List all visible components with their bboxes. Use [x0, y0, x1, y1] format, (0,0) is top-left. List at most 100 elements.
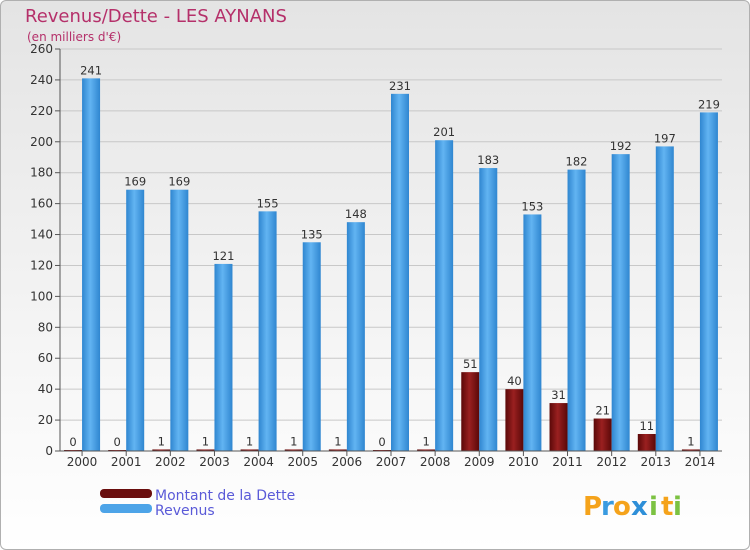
revenus-bar [699, 112, 718, 452]
y-tick-label: 40 [38, 382, 53, 396]
dette-value-label: 0 [114, 435, 121, 449]
dette-value-label: 0 [69, 435, 76, 449]
dette-bar [549, 403, 568, 451]
revenus-value-label: 197 [654, 131, 676, 145]
dette-value-label: 1 [158, 434, 165, 448]
x-tick-label: 2001 [111, 455, 142, 469]
dette-bar [284, 449, 303, 451]
dette-value-label: 1 [202, 434, 209, 448]
x-tick-label: 2011 [552, 455, 583, 469]
dette-value-label: 1 [334, 434, 341, 448]
chart-title: Revenus/Dette - LES AYNANS [25, 6, 287, 27]
dette-value-label: 40 [507, 374, 522, 388]
dette-bar [240, 449, 259, 451]
dette-value-label: 1 [687, 434, 694, 448]
revenus-value-label: 192 [610, 139, 632, 153]
revenus-value-label: 201 [433, 125, 455, 139]
y-axis: 0 20 40 60 80 100 120 140 160 180 200 220 240 260 [30, 42, 61, 458]
y-tick-label: 240 [30, 73, 53, 87]
revenus-value-label: 231 [389, 79, 411, 93]
revenus-bar [479, 168, 498, 452]
dette-value-label: 21 [595, 404, 610, 418]
logo-letter: P [583, 492, 602, 522]
revenus-bar [611, 154, 630, 451]
legend-label: Revenus [155, 503, 215, 519]
revenus-bar [258, 211, 277, 451]
x-tick-label: 2005 [287, 455, 318, 469]
logo-letter: i [673, 492, 682, 522]
revenus-value-label: 183 [477, 153, 499, 167]
x-tick-label: 2009 [464, 455, 495, 469]
revenus-bar [346, 222, 365, 451]
revenus-bar [126, 189, 145, 451]
y-tick-label: 140 [30, 228, 53, 242]
chart-subtitle: (en milliers d'€) [27, 30, 121, 44]
dette-bar [328, 449, 347, 451]
dette-bar [637, 433, 656, 451]
legend-swatch [100, 489, 152, 498]
dette-value-label: 1 [422, 434, 429, 448]
x-tick-label: 2000 [67, 455, 98, 469]
y-tick-label: 20 [38, 413, 53, 427]
proxiti-logo: Pr o x i t i [583, 492, 682, 522]
y-tick-label: 160 [30, 197, 53, 211]
dette-bar [417, 449, 436, 451]
x-tick-label: 2003 [199, 455, 230, 469]
revenus-value-label: 169 [168, 175, 190, 189]
revenus-bar [523, 214, 542, 451]
revenus-bar [655, 146, 674, 451]
x-tick-label: 2002 [155, 455, 186, 469]
dette-bar [593, 418, 612, 451]
y-tick-label: 0 [45, 444, 53, 458]
y-tick-label: 220 [30, 104, 53, 118]
revenus-value-label: 153 [521, 199, 543, 213]
revenus-value-label: 182 [566, 155, 588, 169]
logo-letter: i [649, 492, 658, 522]
dette-value-label: 31 [551, 388, 566, 402]
dette-bar [152, 449, 171, 451]
revenus-bar [170, 189, 189, 451]
x-tick-label: 2013 [641, 455, 672, 469]
y-tick-label: 200 [30, 135, 53, 149]
dette-value-label: 0 [378, 435, 385, 449]
revenus-bar [82, 78, 101, 451]
dette-bar [505, 389, 524, 451]
x-tick-label: 2004 [243, 455, 274, 469]
revenus-bar [567, 169, 586, 451]
logo-letter: t [661, 492, 673, 522]
x-tick-label: 2010 [508, 455, 539, 469]
revenus-value-label: 169 [124, 175, 146, 189]
y-tick-label: 100 [30, 289, 53, 303]
y-tick-label: 260 [30, 42, 53, 56]
y-tick-label: 60 [38, 351, 53, 365]
legend-swatch [100, 504, 152, 513]
y-tick-label: 80 [38, 320, 53, 334]
revenus-value-label: 121 [212, 249, 234, 263]
logo-letter: r [601, 492, 614, 522]
x-tick-label: 2008 [420, 455, 451, 469]
revenus-bar [214, 263, 233, 451]
revenus-value-label: 135 [301, 227, 323, 241]
x-tick-label: 2014 [685, 455, 716, 469]
y-tick-label: 120 [30, 258, 53, 272]
legend-label: Montant de la Dette [155, 488, 295, 504]
dette-bar [681, 449, 700, 451]
revenus-bar [391, 93, 409, 451]
logo-letter: o [613, 492, 631, 522]
x-axis: 2000 2001 2002 2003 2004 2005 2006 2007 2008 2009… [60, 450, 722, 469]
x-tick-label: 2012 [596, 455, 627, 469]
dette-value-label: 11 [639, 419, 654, 433]
dette-value-label: 1 [246, 434, 253, 448]
revenus-bar [435, 140, 454, 451]
logo-letter: x [631, 492, 648, 522]
x-tick-label: 2006 [332, 455, 363, 469]
revenus-bar [302, 242, 321, 451]
dette-bar [196, 449, 215, 451]
x-tick-label: 2007 [376, 455, 407, 469]
dette-bar [461, 372, 480, 451]
revenus-value-label: 148 [345, 207, 367, 221]
bars: 0241016911691121115511351148023112015118… [64, 63, 720, 452]
dette-value-label: 51 [463, 357, 478, 371]
